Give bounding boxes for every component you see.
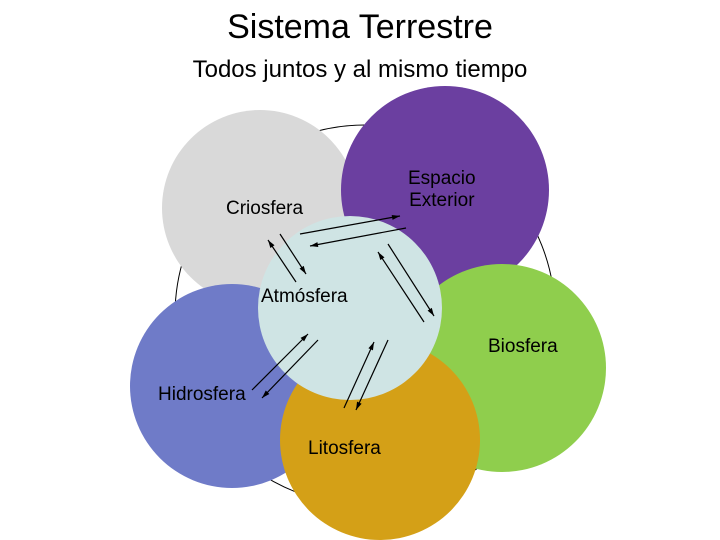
diagram-stage: Sistema Terrestre Todos juntos y al mism… [0, 0, 720, 540]
label-criosfera: Criosfera [226, 198, 303, 220]
label-litosfera: Litosfera [308, 438, 381, 460]
page-title: Sistema Terrestre [0, 8, 720, 47]
label-hidrosfera: Hidrosfera [158, 384, 246, 406]
page-subtitle: Todos juntos y al mismo tiempo [0, 56, 720, 84]
label-espacio: Espacio Exterior [408, 168, 476, 212]
label-biosfera: Biosfera [488, 336, 558, 358]
sphere-atmosfera [258, 216, 442, 400]
label-atmosfera: Atmósfera [261, 286, 348, 308]
